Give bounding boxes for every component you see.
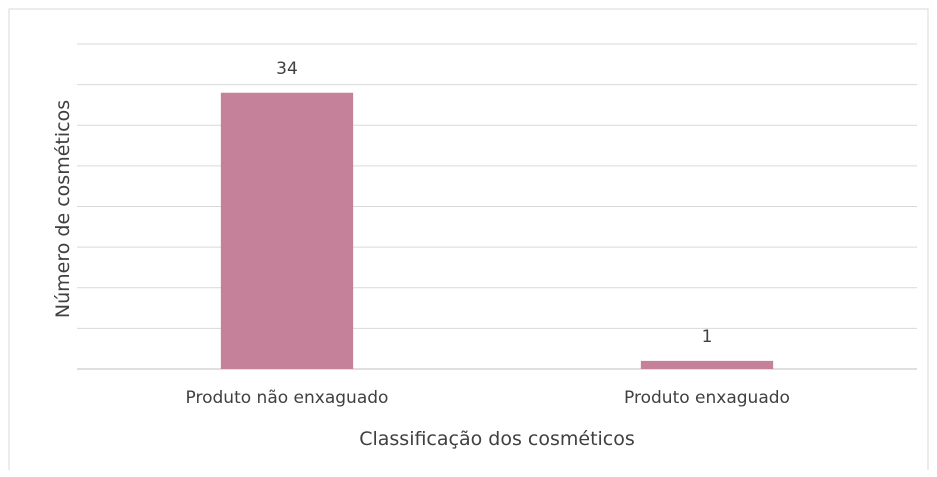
data-label: 34 — [276, 59, 298, 79]
data-label: 1 — [702, 327, 713, 347]
data-labels: 34 1 — [276, 59, 712, 347]
bar — [220, 92, 354, 369]
x-axis-title: Classificação dos cosméticos — [359, 428, 635, 450]
chart-frame — [8, 8, 929, 470]
gridlines — [77, 43, 917, 329]
bar — [640, 360, 774, 369]
bars — [220, 92, 774, 369]
x-tick-labels: Produto não enxaguado Produto enxaguado — [186, 388, 790, 408]
y-axis-title: Número de cosméticos — [52, 100, 74, 318]
x-tick-label: Produto não enxaguado — [186, 388, 389, 408]
x-tick-label: Produto enxaguado — [624, 388, 790, 408]
